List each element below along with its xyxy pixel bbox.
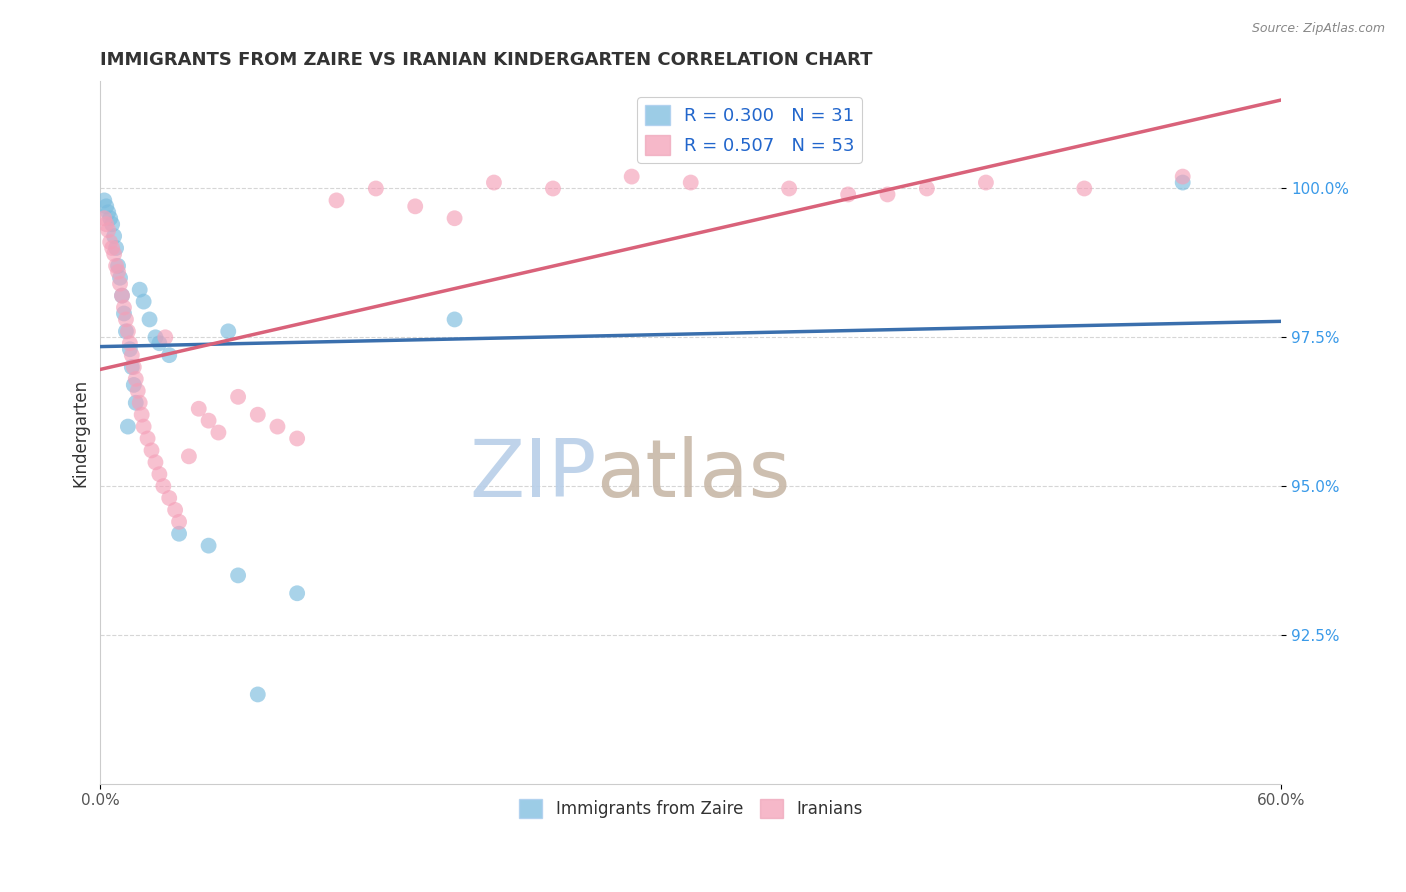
Text: ZIP: ZIP xyxy=(468,435,596,514)
Point xyxy=(876,187,898,202)
Point xyxy=(915,181,938,195)
Point xyxy=(118,336,141,351)
Point xyxy=(974,176,997,190)
Point xyxy=(96,217,118,231)
Point xyxy=(482,176,505,190)
Point xyxy=(141,443,163,458)
Point xyxy=(115,324,138,338)
Point xyxy=(117,324,139,338)
Point xyxy=(157,491,180,505)
Point xyxy=(148,467,170,482)
Text: IMMIGRANTS FROM ZAIRE VS IRANIAN KINDERGARTEN CORRELATION CHART: IMMIGRANTS FROM ZAIRE VS IRANIAN KINDERG… xyxy=(100,51,873,69)
Point xyxy=(620,169,643,184)
Point xyxy=(285,432,308,446)
Y-axis label: Kindergarten: Kindergarten xyxy=(72,378,89,487)
Point xyxy=(107,259,129,273)
Point xyxy=(443,211,465,226)
Point xyxy=(1171,169,1194,184)
Point xyxy=(118,342,141,356)
Point xyxy=(122,360,145,375)
Point xyxy=(136,432,159,446)
Point xyxy=(96,199,118,213)
Point xyxy=(127,384,149,398)
Point xyxy=(246,408,269,422)
Point xyxy=(97,223,120,237)
Point xyxy=(364,181,387,195)
Point xyxy=(98,235,121,249)
Point xyxy=(157,348,180,362)
Point xyxy=(111,288,134,302)
Legend: Immigrants from Zaire, Iranians: Immigrants from Zaire, Iranians xyxy=(512,792,869,824)
Point xyxy=(541,181,564,195)
Text: Source: ZipAtlas.com: Source: ZipAtlas.com xyxy=(1251,22,1385,36)
Point xyxy=(217,324,239,338)
Point xyxy=(167,526,190,541)
Point xyxy=(152,479,174,493)
Point xyxy=(115,312,138,326)
Point xyxy=(121,348,143,362)
Point xyxy=(837,187,859,202)
Point xyxy=(125,372,148,386)
Point xyxy=(107,265,129,279)
Point xyxy=(108,270,131,285)
Point xyxy=(132,419,155,434)
Point xyxy=(103,229,125,244)
Point xyxy=(167,515,190,529)
Point xyxy=(325,194,347,208)
Point xyxy=(131,408,153,422)
Point xyxy=(404,199,426,213)
Point xyxy=(128,396,150,410)
Point xyxy=(155,330,177,344)
Point xyxy=(266,419,288,434)
Point xyxy=(197,539,219,553)
Point xyxy=(128,283,150,297)
Point xyxy=(132,294,155,309)
Point xyxy=(122,378,145,392)
Text: atlas: atlas xyxy=(596,435,790,514)
Point xyxy=(93,211,115,226)
Point xyxy=(101,217,124,231)
Point xyxy=(207,425,229,440)
Point xyxy=(121,360,143,375)
Point xyxy=(103,247,125,261)
Point xyxy=(138,312,160,326)
Point xyxy=(177,450,200,464)
Point xyxy=(125,396,148,410)
Point xyxy=(145,330,167,344)
Point xyxy=(1073,181,1095,195)
Point xyxy=(105,259,128,273)
Point xyxy=(111,288,134,302)
Point xyxy=(112,301,135,315)
Point xyxy=(117,419,139,434)
Point xyxy=(145,455,167,469)
Point xyxy=(1171,176,1194,190)
Point xyxy=(108,277,131,291)
Point xyxy=(105,241,128,255)
Point xyxy=(98,211,121,226)
Point xyxy=(97,205,120,219)
Point xyxy=(148,336,170,351)
Point xyxy=(246,688,269,702)
Point xyxy=(197,414,219,428)
Point xyxy=(443,312,465,326)
Point xyxy=(187,401,209,416)
Point xyxy=(778,181,800,195)
Point xyxy=(165,503,187,517)
Point xyxy=(679,176,702,190)
Point xyxy=(101,241,124,255)
Point xyxy=(226,390,249,404)
Point xyxy=(226,568,249,582)
Point xyxy=(112,306,135,320)
Point xyxy=(285,586,308,600)
Point xyxy=(93,194,115,208)
